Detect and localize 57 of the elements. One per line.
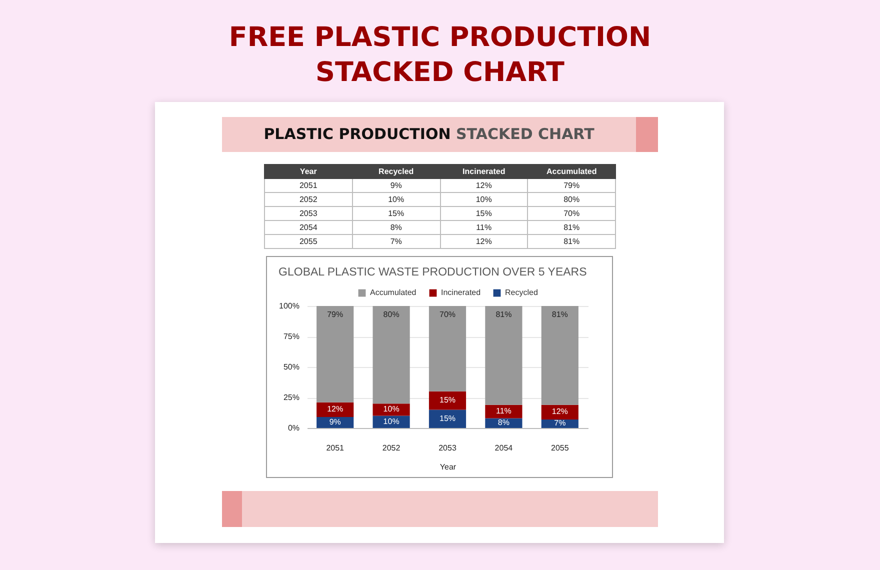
category-label: 2051 bbox=[299, 181, 318, 190]
data-label: 70% bbox=[439, 310, 456, 319]
text: PLASTIC PRODUCTION bbox=[264, 125, 451, 143]
text: 70% bbox=[564, 209, 580, 218]
category-label: 2053 bbox=[299, 209, 318, 218]
data-label: 11% bbox=[496, 406, 512, 416]
text: 79% bbox=[564, 181, 580, 190]
y-tick-label: 25% bbox=[283, 393, 300, 402]
legend-label: Recycled bbox=[505, 288, 538, 297]
legend-label: Incinerated bbox=[441, 288, 481, 297]
text: 10% bbox=[388, 195, 404, 204]
y-tick-label: 0% bbox=[288, 424, 300, 432]
legend-label: Accumulated bbox=[370, 288, 416, 297]
y-tick-label: 75% bbox=[283, 332, 300, 341]
data-label: 15% bbox=[439, 396, 456, 405]
x-axis-title: Year bbox=[440, 462, 456, 472]
text: Incinerated bbox=[462, 167, 506, 176]
data-label: 15% bbox=[439, 414, 456, 423]
chart-title: GLOBAL PLASTIC WASTE PRODUCTION OVER 5 YEARS bbox=[278, 266, 588, 278]
x-tick-label: 2052 bbox=[382, 444, 401, 452]
data-label: 80% bbox=[383, 310, 400, 319]
text: Recycled bbox=[378, 167, 414, 176]
text: Year bbox=[300, 167, 317, 176]
data-label: 8% bbox=[498, 418, 510, 428]
text: 81% bbox=[564, 223, 580, 232]
text: FREE PLASTIC PRODUCTION STACKED CHART bbox=[228, 21, 652, 90]
category-label: 2052 bbox=[299, 195, 318, 204]
category-label: 2055 bbox=[299, 237, 318, 246]
text: Accumulated bbox=[546, 167, 597, 176]
text: 7% bbox=[390, 237, 402, 246]
text: 10% bbox=[476, 195, 492, 204]
data-label: 81% bbox=[496, 310, 512, 319]
data-label: 12% bbox=[552, 407, 568, 416]
text: 8% bbox=[390, 223, 402, 232]
x-tick-label: 2054 bbox=[494, 444, 514, 452]
x-tick-label: 2051 bbox=[326, 444, 345, 452]
text: 80% bbox=[564, 195, 580, 204]
y-tick-label: 100% bbox=[279, 302, 300, 310]
x-tick-label: 2053 bbox=[438, 444, 457, 452]
text: 12% bbox=[476, 237, 492, 246]
data-label: 10% bbox=[383, 416, 400, 426]
text: 12% bbox=[476, 181, 492, 190]
x-tick-label: 2055 bbox=[551, 444, 570, 452]
text: STACKED CHART bbox=[456, 125, 594, 143]
data-label: 9% bbox=[329, 418, 341, 427]
category-label: 2054 bbox=[299, 223, 318, 232]
data-label: 10% bbox=[383, 404, 400, 414]
y-tick-label: 50% bbox=[283, 362, 300, 372]
data-label: 79% bbox=[327, 310, 344, 319]
text: 15% bbox=[476, 209, 492, 218]
text: 11% bbox=[476, 223, 492, 232]
data-label: 7% bbox=[554, 418, 566, 428]
text: 9% bbox=[390, 181, 402, 190]
data-label: 12% bbox=[327, 404, 344, 414]
text: 81% bbox=[564, 237, 580, 246]
data-label: 81% bbox=[552, 310, 568, 319]
text: 15% bbox=[388, 209, 404, 218]
